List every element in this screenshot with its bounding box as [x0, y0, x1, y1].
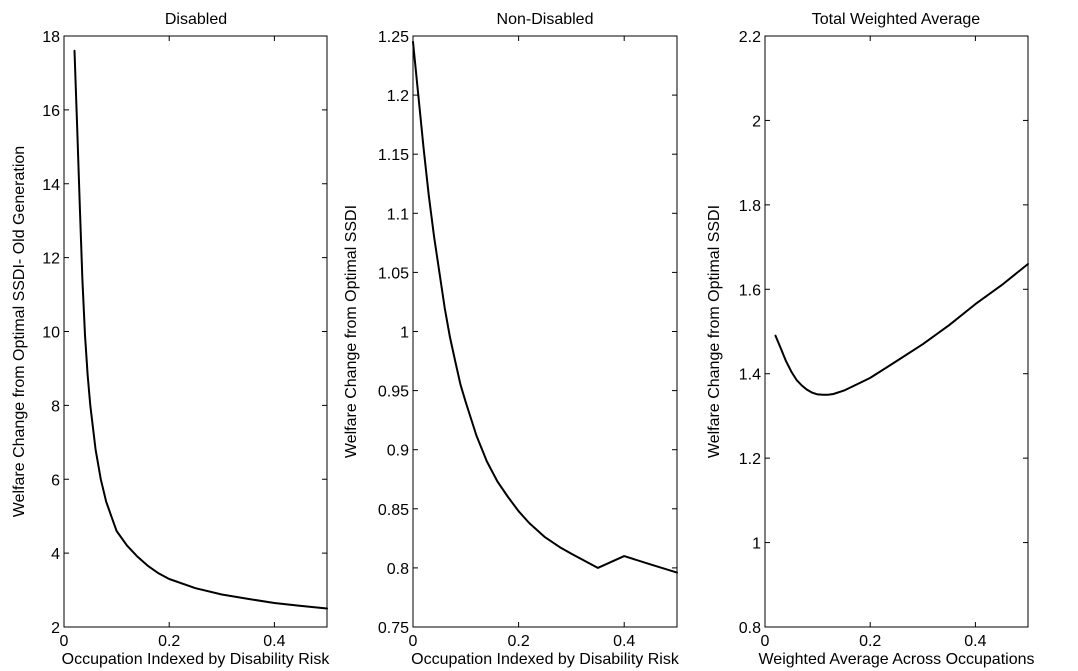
y-tick-label: 1.1 [387, 206, 409, 223]
y-axis-label: Welfare Change from Optimal SSDI [343, 205, 360, 458]
x-axis-label: Weighted Average Across Occupations [758, 651, 1034, 668]
y-tick-label: 1.8 [739, 198, 761, 215]
x-tick-label: 0.2 [158, 633, 180, 650]
y-tick-label: 2.2 [739, 29, 761, 46]
x-tick-label: 0.4 [263, 633, 285, 650]
y-tick-label: 18 [42, 29, 60, 46]
y-tick-label: 1.15 [378, 147, 409, 164]
series-line [73, 49, 328, 610]
y-tick-label: 6 [51, 472, 60, 489]
y-tick-label: 0.9 [387, 443, 409, 460]
y-tick-label: 1.4 [739, 367, 761, 384]
y-tick-label: 1.6 [739, 282, 761, 299]
y-tick-label: 8 [51, 398, 60, 415]
x-tick-label: 0 [60, 633, 69, 650]
y-tick-label: 2 [51, 620, 60, 637]
y-tick-label: 1 [400, 325, 409, 342]
chart-title: Disabled [165, 11, 227, 28]
y-tick-label: 14 [42, 177, 60, 194]
y-tick-label: 2 [752, 113, 761, 130]
series-line [412, 40, 678, 574]
y-tick-label: 4 [51, 546, 60, 563]
x-tick-label: 0 [409, 633, 418, 650]
x-tick-label: 0 [761, 633, 770, 650]
chart-title: Total Weighted Average [812, 11, 981, 28]
chart-title: Non-Disabled [497, 11, 594, 28]
y-tick-label: 16 [42, 103, 60, 120]
y-axis-label: Welfare Change from Optimal SSDI [706, 205, 723, 458]
plot-area-frame [764, 35, 1029, 628]
y-tick-label: 1 [752, 536, 761, 553]
series-line [774, 263, 1029, 396]
y-tick-label: 12 [42, 251, 60, 268]
x-tick-label: 0.2 [507, 633, 529, 650]
subplot-1: Disabled 0 0.2 0.4 2 4 6 8 10 12 14 16 18 Occupation … [11, 11, 330, 668]
y-tick-label: 1.2 [387, 88, 409, 105]
x-axis-label: Occupation Indexed by Disability Risk [62, 651, 331, 668]
x-axis-label: Occupation Indexed by Disability Risk [411, 651, 680, 668]
x-tick-label: 0.4 [613, 633, 635, 650]
y-tick-label: 0.8 [739, 620, 761, 637]
y-tick-label: 10 [42, 325, 60, 342]
y-tick-label: 0.75 [378, 620, 409, 637]
y-tick-label: 1.2 [739, 451, 761, 468]
y-tick-label: 0.8 [387, 561, 409, 578]
y-tick-label: 0.95 [378, 384, 409, 401]
x-tick-label: 0.2 [859, 633, 881, 650]
subplot-2: Non-Disabled 0 0.2 0.4 0.75 0.8 0.85 0.9 0.95 1 1.… [343, 11, 680, 668]
x-tick-label: 0.4 [964, 633, 986, 650]
subplot-3: Total Weighted Average 0 0.2 0.4 0.8 1 1.2 1.4 1… [706, 11, 1035, 668]
y-tick-label: 0.85 [378, 502, 409, 519]
y-axis-label: Welfare Change from Optimal SSDI- Old Ge… [11, 146, 28, 517]
y-tick-label: 1.25 [378, 29, 409, 46]
y-tick-label: 1.05 [378, 265, 409, 282]
